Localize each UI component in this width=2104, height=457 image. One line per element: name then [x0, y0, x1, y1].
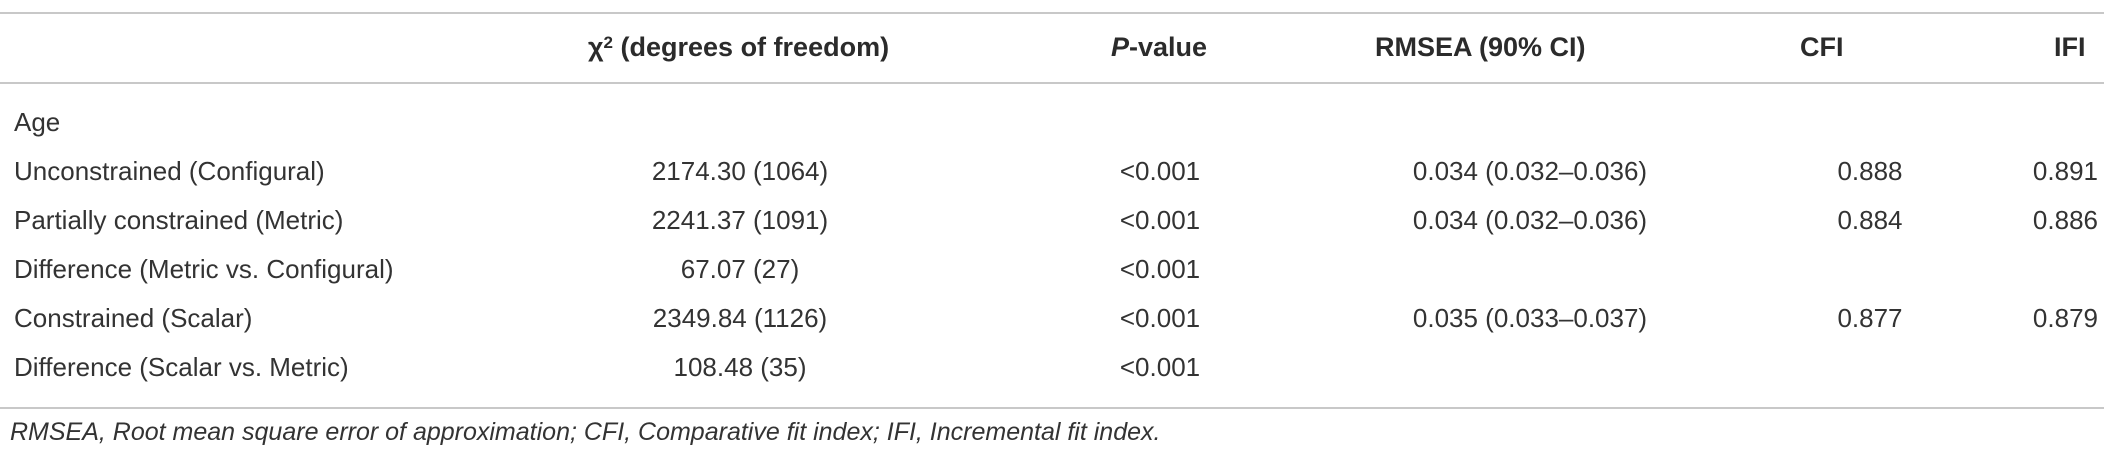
header-chi-label: (degrees of freedom)	[613, 31, 890, 62]
row-label: Age	[14, 107, 61, 137]
p-value-cell: <0.001	[1119, 254, 1201, 284]
p-value-cell	[1080, 98, 1240, 147]
rmsea-cell: 0.035 (0.033–0.037)	[1412, 303, 1648, 333]
rmsea-cell	[1320, 343, 1740, 392]
row-label: Difference (Scalar vs. Metric)	[14, 352, 349, 382]
p-value-cell: <0.001	[1119, 156, 1201, 186]
row-label: Partially constrained (Metric)	[14, 205, 344, 235]
ifi-cell: 0.886	[2032, 205, 2098, 235]
p-value-cell: <0.001	[1119, 205, 1201, 235]
p-value-cell: <0.001	[1119, 303, 1201, 333]
header-chi-symbol: χ	[588, 31, 604, 62]
table-row: Difference (Scalar vs. Metric) 108.48 (35…	[0, 343, 2104, 392]
rmsea-cell: 0.034 (0.032–0.036)	[1412, 156, 1648, 186]
chi-square-cell	[560, 98, 920, 147]
rmsea-cell	[1320, 98, 1740, 147]
chi-square-cell: 108.48 (35)	[673, 352, 807, 382]
cfi-cell	[1780, 245, 1960, 294]
cfi-cell	[1780, 343, 1960, 392]
row-label: Unconstrained (Configural)	[14, 156, 325, 186]
table-top-rule	[0, 12, 2104, 14]
table-row: Unconstrained (Configural) 2174.30 (1064)…	[0, 147, 2104, 196]
header-ifi: IFI	[2054, 31, 2086, 62]
cfi-cell: 0.888	[1837, 156, 1903, 186]
rmsea-cell	[1320, 245, 1740, 294]
p-value-cell: <0.001	[1119, 352, 1201, 382]
row-label: Difference (Metric vs. Configural)	[14, 254, 394, 284]
chi-square-cell: 2241.37 (1091)	[651, 205, 829, 235]
ifi-cell: 0.879	[2032, 303, 2098, 333]
table-row: Constrained (Scalar) 2349.84 (1126) <0.001…	[0, 294, 2104, 343]
header-cfi: CFI	[1800, 31, 1844, 62]
cfi-cell	[1780, 98, 1960, 147]
header-p-italic: P	[1111, 31, 1130, 62]
cfi-cell: 0.884	[1837, 205, 1903, 235]
table-row: Age	[0, 98, 2104, 147]
header-rmsea: RMSEA (90% CI)	[1375, 31, 1586, 62]
row-label: Constrained (Scalar)	[14, 303, 253, 333]
header-p-suffix: -value	[1129, 31, 1208, 62]
ifi-cell: 0.891	[2032, 156, 2098, 186]
chi-square-cell: 2174.30 (1064)	[651, 156, 829, 186]
table-footnote: RMSEA, Root mean square error of approxi…	[10, 418, 1161, 446]
chi-square-cell: 2349.84 (1126)	[652, 303, 828, 333]
cfi-cell: 0.877	[1837, 303, 1903, 333]
header-chi-superscript: 2	[603, 33, 614, 52]
header-p-value: P -value	[1111, 12, 1207, 82]
table-row: Partially constrained (Metric) 2241.37 (1…	[0, 196, 2104, 245]
table-row: Difference (Metric vs. Configural) 67.07 …	[0, 245, 2104, 294]
table-header-rule	[0, 82, 2104, 84]
rmsea-cell: 0.034 (0.032–0.036)	[1412, 205, 1648, 235]
chi-square-cell: 67.07 (27)	[680, 254, 800, 284]
table-bottom-rule	[0, 407, 2104, 409]
